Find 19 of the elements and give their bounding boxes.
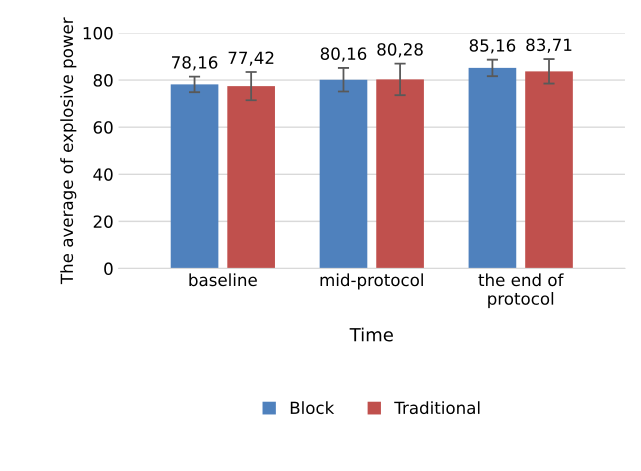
x-tick-label: the end of protocol [478,273,564,308]
y-tick-label: 0 [104,262,113,276]
y-tick-label: 100 [84,26,113,40]
y-tick-label: 20 [94,215,113,228]
data-label: 77,42 [228,51,274,66]
y-tick-label: 40 [93,168,113,181]
y-axis-title: The average of explosive power [60,17,76,284]
legend-label: Block [290,401,334,414]
data-label: 83,71 [526,38,572,53]
x-tick-label: baseline [189,273,257,286]
legend-label: Traditional [394,401,480,414]
data-label: 78,16 [172,56,218,70]
x-axis-title: Time [350,328,393,342]
data-label: 85,16 [470,39,516,54]
y-tick-label: 60 [94,121,113,134]
x-tick-label: mid-protocol [320,273,423,290]
y-tick-label: 80 [94,74,113,87]
data-label: 80,16 [320,47,366,62]
data-label: 80,28 [377,43,423,58]
